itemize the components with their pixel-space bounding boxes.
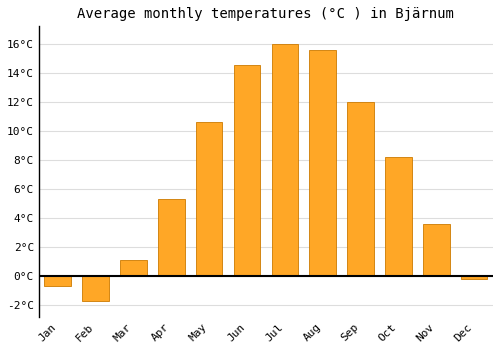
Title: Average monthly temperatures (°C ) in Bjärnum: Average monthly temperatures (°C ) in Bj… bbox=[78, 7, 454, 21]
Bar bbox=[272, 44, 298, 276]
Bar bbox=[158, 199, 184, 276]
Bar bbox=[82, 276, 109, 301]
Bar bbox=[461, 276, 487, 279]
Bar bbox=[234, 65, 260, 276]
Bar bbox=[423, 224, 450, 276]
Bar bbox=[120, 260, 146, 276]
Bar bbox=[44, 276, 71, 286]
Bar bbox=[310, 49, 336, 276]
Bar bbox=[348, 102, 374, 276]
Bar bbox=[385, 157, 411, 276]
Bar bbox=[196, 122, 222, 276]
